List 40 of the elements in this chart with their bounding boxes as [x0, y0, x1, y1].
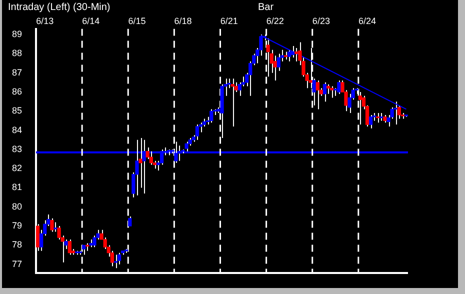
candlestick	[322, 82, 327, 102]
candlestick	[316, 80, 320, 110]
y-tick-label: 87	[12, 67, 22, 78]
candlestick	[57, 226, 61, 240]
candlestick	[326, 84, 330, 94]
x-tick-label: 6/22	[266, 16, 284, 26]
candlestick	[291, 46, 295, 58]
candlestick	[50, 218, 54, 232]
candlestick	[68, 238, 72, 256]
candlestick	[294, 47, 298, 62]
x-tick-label: 6/18	[174, 16, 192, 26]
y-tick-label: 77	[12, 258, 22, 269]
y-tick-label: 85	[12, 106, 22, 116]
text: Bar	[258, 2, 274, 13]
candlestick	[117, 252, 122, 265]
y-tick-label: 86	[12, 86, 22, 96]
x-tick-label: 6/21	[220, 16, 238, 26]
candlestick	[337, 80, 341, 94]
candlestick	[103, 237, 107, 250]
candlestick	[114, 254, 118, 269]
candlestick	[230, 78, 234, 127]
y-tick-label: 88	[12, 48, 22, 58]
candlestick	[368, 114, 373, 129]
y-tick-label: 89	[12, 29, 22, 40]
x-tick-label: 6/23	[312, 16, 330, 26]
candlestick	[330, 86, 334, 98]
y-tick-label: 83	[12, 144, 22, 154]
candlestick	[210, 108, 214, 124]
x-tick-label: 6/13	[36, 16, 54, 26]
x-tick-label: 6/14	[82, 16, 100, 26]
y-tick-label: 81	[12, 182, 22, 192]
candlestick	[195, 124, 200, 140]
y-tick-label: 82	[12, 163, 22, 174]
y-tick-label: 78	[12, 240, 22, 250]
x-tick-label: 6/15	[128, 16, 146, 26]
y-tick-label: 84	[12, 124, 22, 135]
y-tick-label: 79	[12, 220, 22, 231]
chart-title: Intraday (Left) (30-Min)	[8, 2, 110, 13]
x-tick-label: 6/24	[358, 16, 376, 26]
y-tick-label: 80	[12, 201, 22, 212]
